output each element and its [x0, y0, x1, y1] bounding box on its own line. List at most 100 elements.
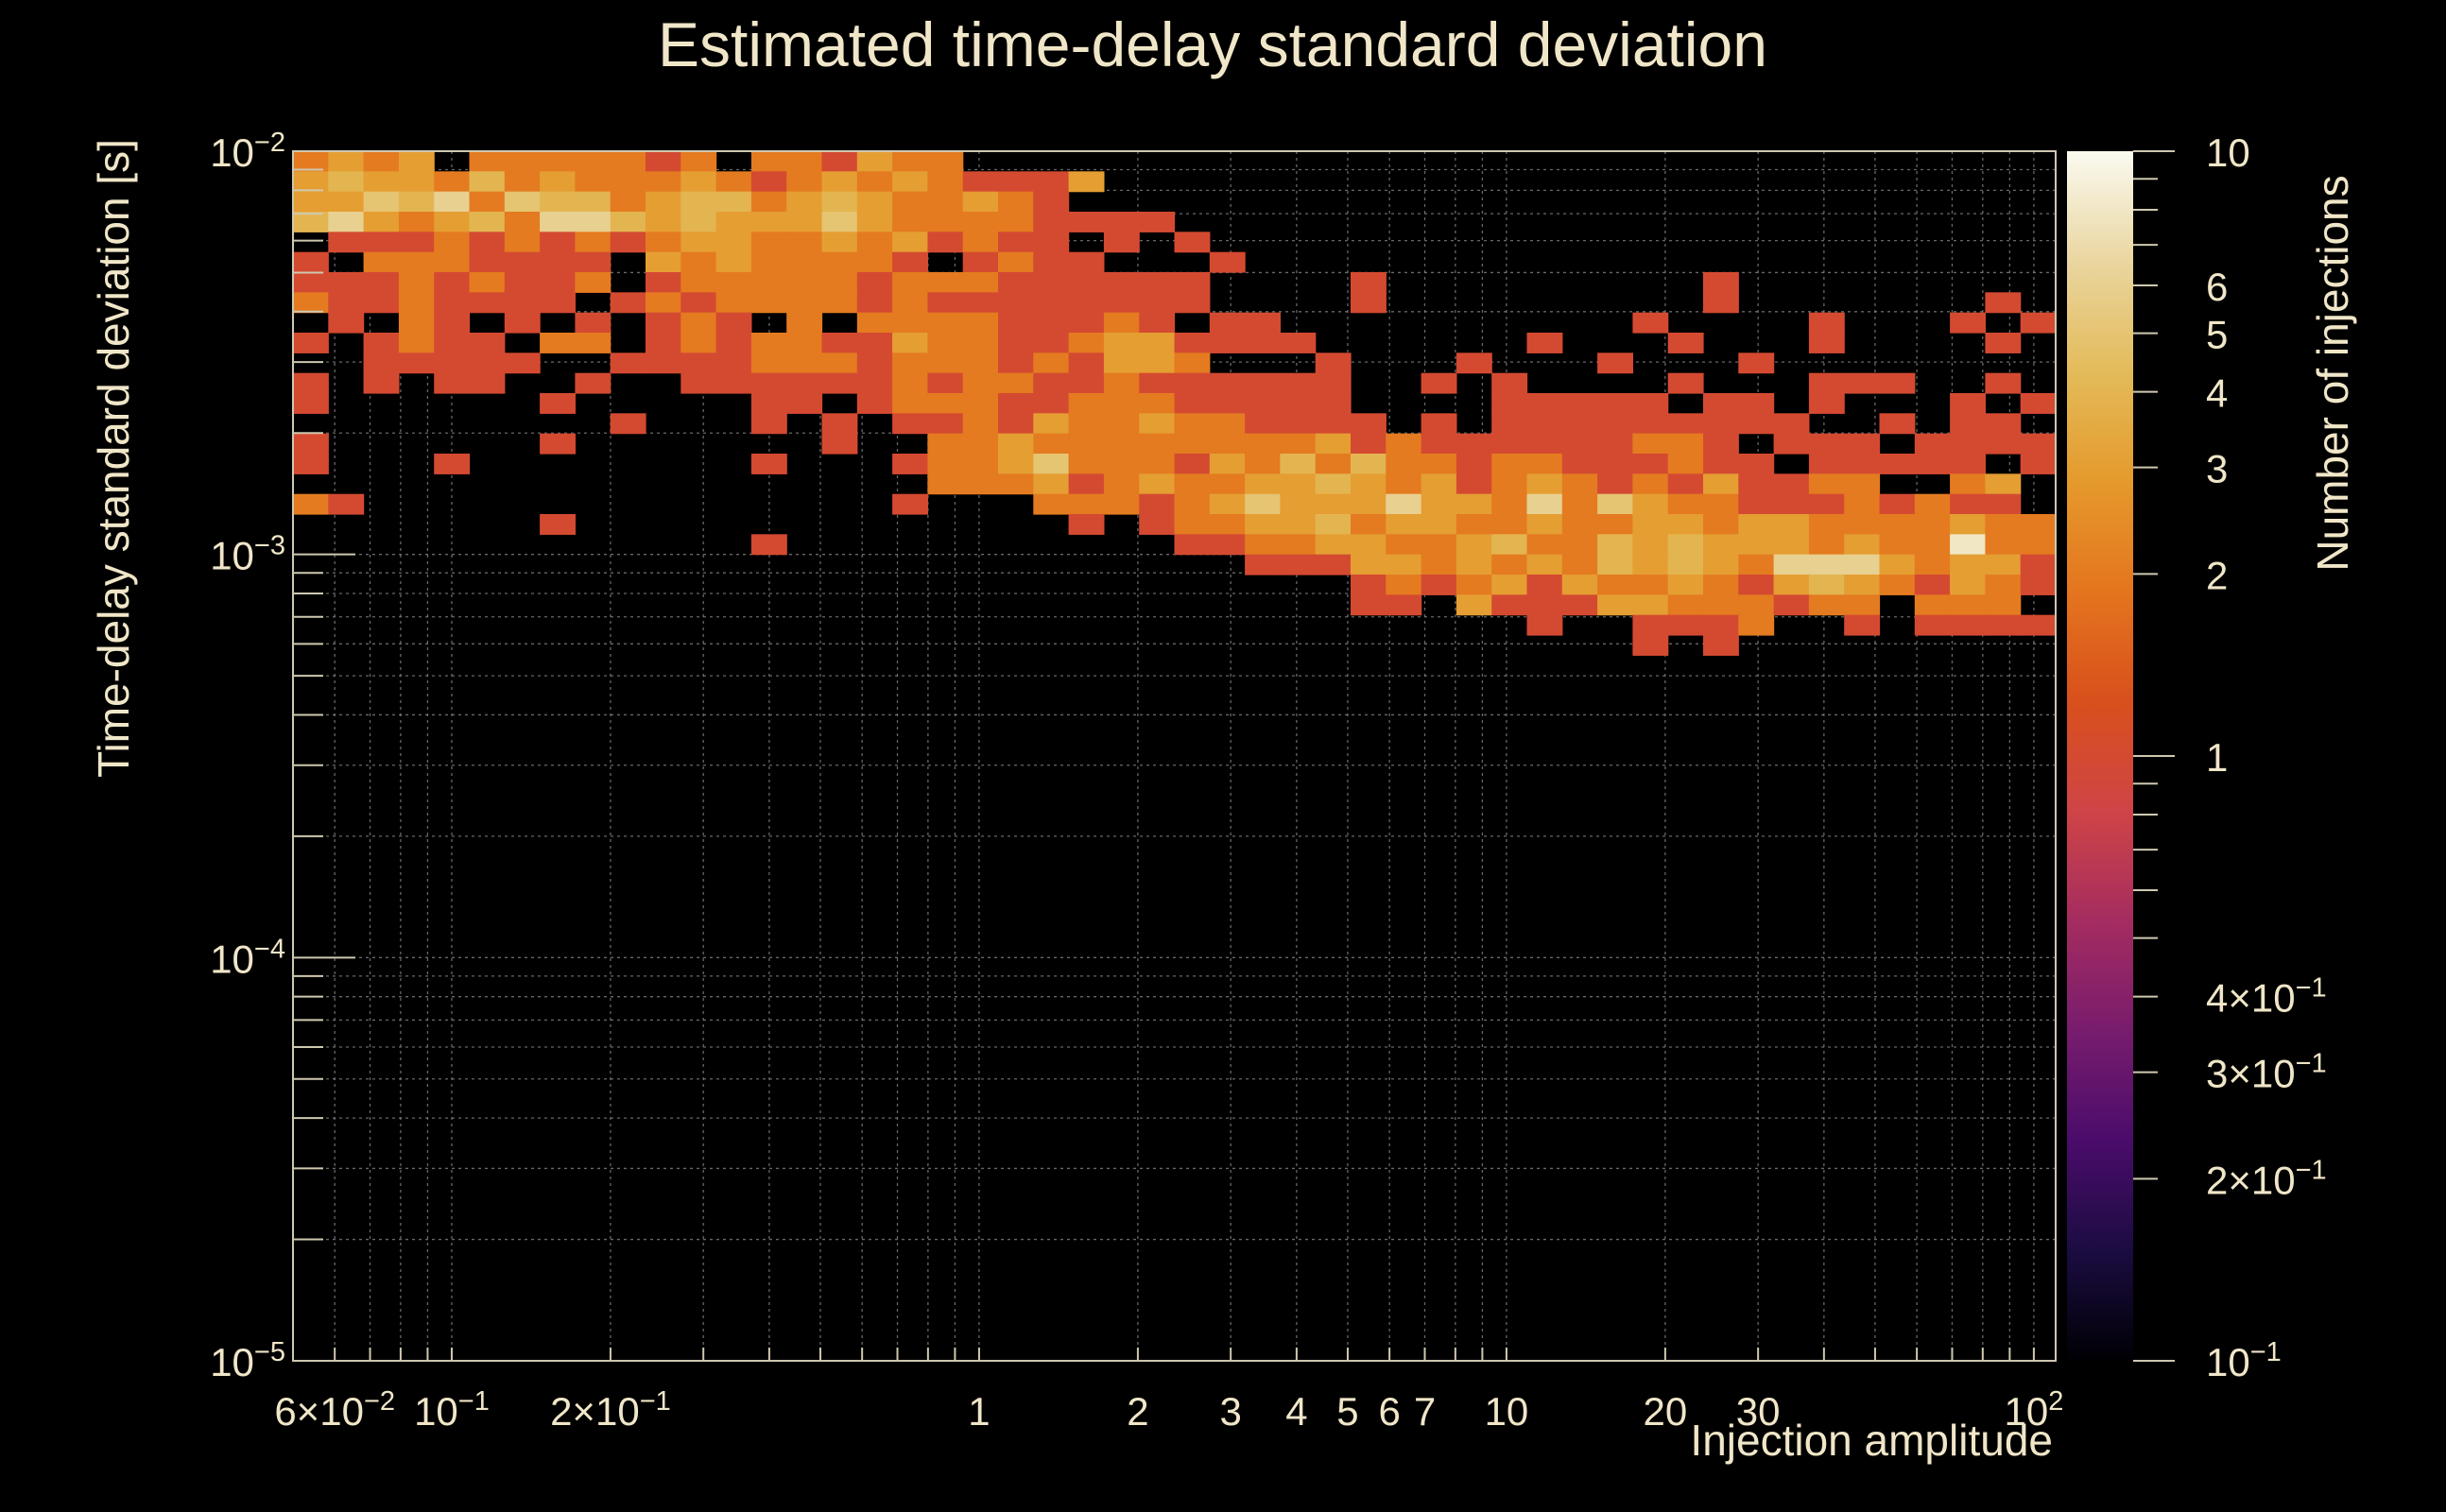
heatmap-cell	[1033, 272, 1070, 293]
heatmap-cell	[892, 372, 928, 394]
heatmap-cell	[1703, 292, 1739, 314]
heatmap-cell	[1280, 534, 1317, 556]
heatmap-cell	[856, 151, 893, 172]
heatmap-cell	[1456, 493, 1492, 515]
heatmap-cell	[1844, 433, 1881, 455]
heatmap-cell	[927, 232, 964, 253]
heatmap-cell	[1280, 514, 1317, 535]
heatmap-cell	[1139, 493, 1176, 515]
heatmap-cell	[1985, 292, 2022, 314]
heatmap-cell	[434, 171, 471, 193]
heatmap-cell	[1667, 575, 1704, 595]
heatmap-cell	[575, 333, 612, 353]
heatmap-cell	[1209, 393, 1246, 414]
heatmap-cell	[469, 232, 506, 253]
heatmap-cell	[750, 292, 787, 314]
heatmap-cell	[1667, 614, 1704, 636]
heatmap-cell	[1315, 413, 1352, 435]
heatmap-cell	[1632, 454, 1669, 474]
heatmap-cell	[1808, 454, 1845, 474]
heatmap-cell	[1985, 493, 2022, 515]
heatmap-cell	[1139, 212, 1176, 232]
heatmap-cell	[1703, 514, 1739, 535]
heatmap-cell	[1703, 493, 1739, 515]
heatmap-cell	[1421, 433, 1457, 455]
heatmap-cell	[786, 272, 823, 293]
heatmap-cell	[1808, 575, 1845, 595]
heatmap-cell	[680, 151, 717, 172]
heatmap-cell	[1139, 433, 1176, 455]
heatmap-cell	[1103, 272, 1140, 293]
heatmap-cell	[786, 352, 823, 374]
heatmap-cell	[750, 534, 787, 556]
heatmap-cell	[540, 272, 576, 293]
heatmap-cell	[892, 171, 928, 193]
heatmap-cell	[1985, 413, 2022, 435]
heatmap-cell	[1914, 514, 1951, 535]
heatmap-cell	[750, 272, 787, 293]
heatmap-cell	[892, 333, 928, 353]
heatmap-cell	[363, 251, 400, 273]
heatmap-cell	[504, 151, 541, 172]
heatmap-cell	[1315, 352, 1352, 374]
heatmap-cell	[469, 171, 506, 193]
heatmap-cell	[540, 292, 576, 314]
heatmap-cell	[1597, 514, 1633, 535]
heatmap-cell	[1068, 352, 1105, 374]
colorbar-tick-label: 4×10−1	[2206, 973, 2327, 1021]
heatmap-cell	[1632, 393, 1669, 414]
heatmap-cell	[1597, 554, 1633, 576]
heatmap-cell	[1068, 272, 1105, 293]
heatmap-cell	[892, 352, 928, 374]
chart-title: Estimated time-delay standard deviation	[658, 9, 1767, 79]
heatmap-cell	[715, 352, 752, 374]
heatmap-cell	[1632, 635, 1669, 656]
heatmap-cell	[927, 151, 964, 172]
heatmap-cell	[1950, 493, 1986, 515]
heatmap-cell	[1773, 575, 1810, 595]
heatmap-cell	[1280, 433, 1317, 455]
heatmap-cell	[1174, 454, 1211, 474]
heatmap-cell	[1985, 614, 2022, 636]
colorbar-tick-label: 5	[2206, 313, 2228, 357]
heatmap-cell	[1738, 614, 1775, 636]
heatmap-cell	[1421, 575, 1457, 595]
heatmap-cell	[1068, 312, 1105, 334]
heatmap-cell	[927, 312, 964, 334]
heatmap-cell	[962, 272, 999, 293]
heatmap-cell	[434, 251, 471, 273]
heatmap-cell	[1209, 534, 1246, 556]
heatmap-cell	[680, 312, 717, 334]
heatmap-cell	[469, 372, 506, 394]
heatmap-cell	[1950, 534, 1986, 556]
heatmap-cell	[1421, 493, 1457, 515]
heatmap-cell	[434, 212, 471, 232]
colorbar	[2067, 151, 2133, 1361]
heatmap-cell	[786, 333, 823, 353]
heatmap-cell	[363, 232, 400, 253]
heatmap-cell	[821, 372, 858, 394]
heatmap-cell	[1632, 473, 1669, 495]
plot-frame	[292, 150, 2057, 1362]
heatmap-cell	[1351, 292, 1387, 314]
heatmap-cell	[1950, 614, 1986, 636]
heatmap-cell	[1103, 333, 1140, 353]
y-axis-label: Time-delay standard deviation [s]	[89, 139, 138, 778]
heatmap-cell	[398, 191, 435, 213]
heatmap-cell	[1703, 433, 1739, 455]
heatmap-cell	[1667, 534, 1704, 556]
heatmap-cell	[434, 352, 471, 374]
heatmap-cell	[680, 333, 717, 353]
heatmap-cell	[540, 393, 576, 414]
heatmap-cell	[1526, 534, 1563, 556]
heatmap-cell	[504, 352, 541, 374]
heatmap-cell	[1245, 413, 1281, 435]
heatmap-cell	[1597, 493, 1633, 515]
heatmap-cell	[1068, 473, 1105, 495]
heatmap-cell	[998, 433, 1034, 455]
heatmap-cell	[1209, 514, 1246, 535]
heatmap-cell	[892, 151, 928, 172]
heatmap-cell	[1808, 312, 1845, 334]
heatmap-cell	[892, 292, 928, 314]
heatmap-cell	[1773, 594, 1810, 616]
